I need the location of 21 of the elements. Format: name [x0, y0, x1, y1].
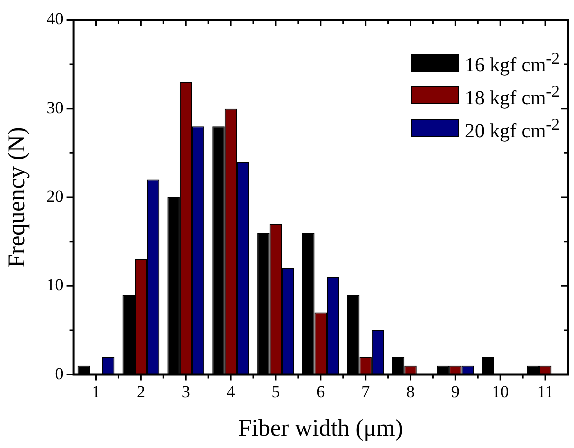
x-axis-title: Fiber width (μm) [238, 416, 404, 442]
y-tick-label: 20 [46, 186, 64, 206]
x-tick-label: 7 [362, 382, 371, 402]
x-tick-label: 11 [537, 382, 554, 402]
x-tick-label: 2 [136, 382, 146, 402]
y-axis-title: Frequency (N) [4, 127, 31, 268]
y-tick-label: 0 [55, 364, 64, 384]
y-tick-label: 30 [46, 98, 64, 118]
x-tick-label: 6 [316, 382, 326, 402]
y-tick-label: 10 [46, 276, 64, 295]
y-tick-label: 40 [46, 10, 64, 29]
x-tick-label: 3 [182, 382, 190, 402]
legend-label: 16 kgf cm$^{-2}$ [465, 48, 560, 79]
x-tick-label: 5 [272, 382, 280, 402]
x-tick-label: 1 [92, 382, 101, 402]
x-tick-label: 9 [451, 382, 460, 402]
x-tick-label: 4 [226, 382, 236, 402]
x-tick-label: 10 [492, 382, 510, 402]
legend-label: 20 kgf cm$^{-2}$ [465, 114, 560, 144]
legend-label: 18 kgf cm$^{-2}$ [465, 80, 560, 112]
x-tick-label: 8 [406, 382, 416, 402]
